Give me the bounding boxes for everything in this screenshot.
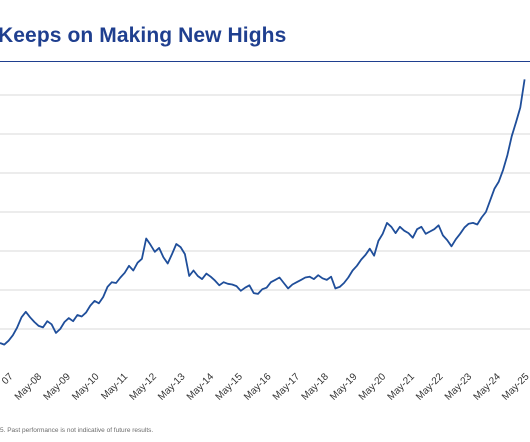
x-tick-label: May-15 [214,371,246,403]
chart-title: Keeps on Making New Highs [0,24,287,47]
x-tick-label: 07 [0,371,16,387]
x-tick-label: May-16 [242,371,274,403]
x-tick-label: May-12 [128,371,160,403]
x-tick-label: May-14 [185,371,217,403]
x-tick-label: May-09 [42,371,74,403]
x-tick-label: May-25 [500,371,530,403]
x-tick-label: May-13 [156,371,188,403]
x-tick-label: May-10 [70,371,102,403]
x-tick-label: May-18 [300,371,332,403]
x-tick-label: May-23 [443,371,475,403]
x-tick-label: May-17 [271,371,303,403]
x-tick-label: May-19 [328,371,360,403]
x-tick-label: May-22 [414,371,446,403]
gridlines [0,94,530,330]
footnote: 5. Past performance is not indicative of… [0,427,154,434]
x-tick-label: May-24 [472,371,504,403]
title-divider [0,61,530,62]
x-tick-label: May-08 [13,371,45,403]
series-layer [0,79,526,346]
x-tick-label: May-11 [99,371,130,402]
x-tick-label: May-21 [386,371,418,403]
series-line [0,79,526,346]
x-tick-label: May-20 [357,371,389,403]
x-axis-ticks: 07May-08May-09May-10May-11May-12May-13Ma… [0,371,530,403]
